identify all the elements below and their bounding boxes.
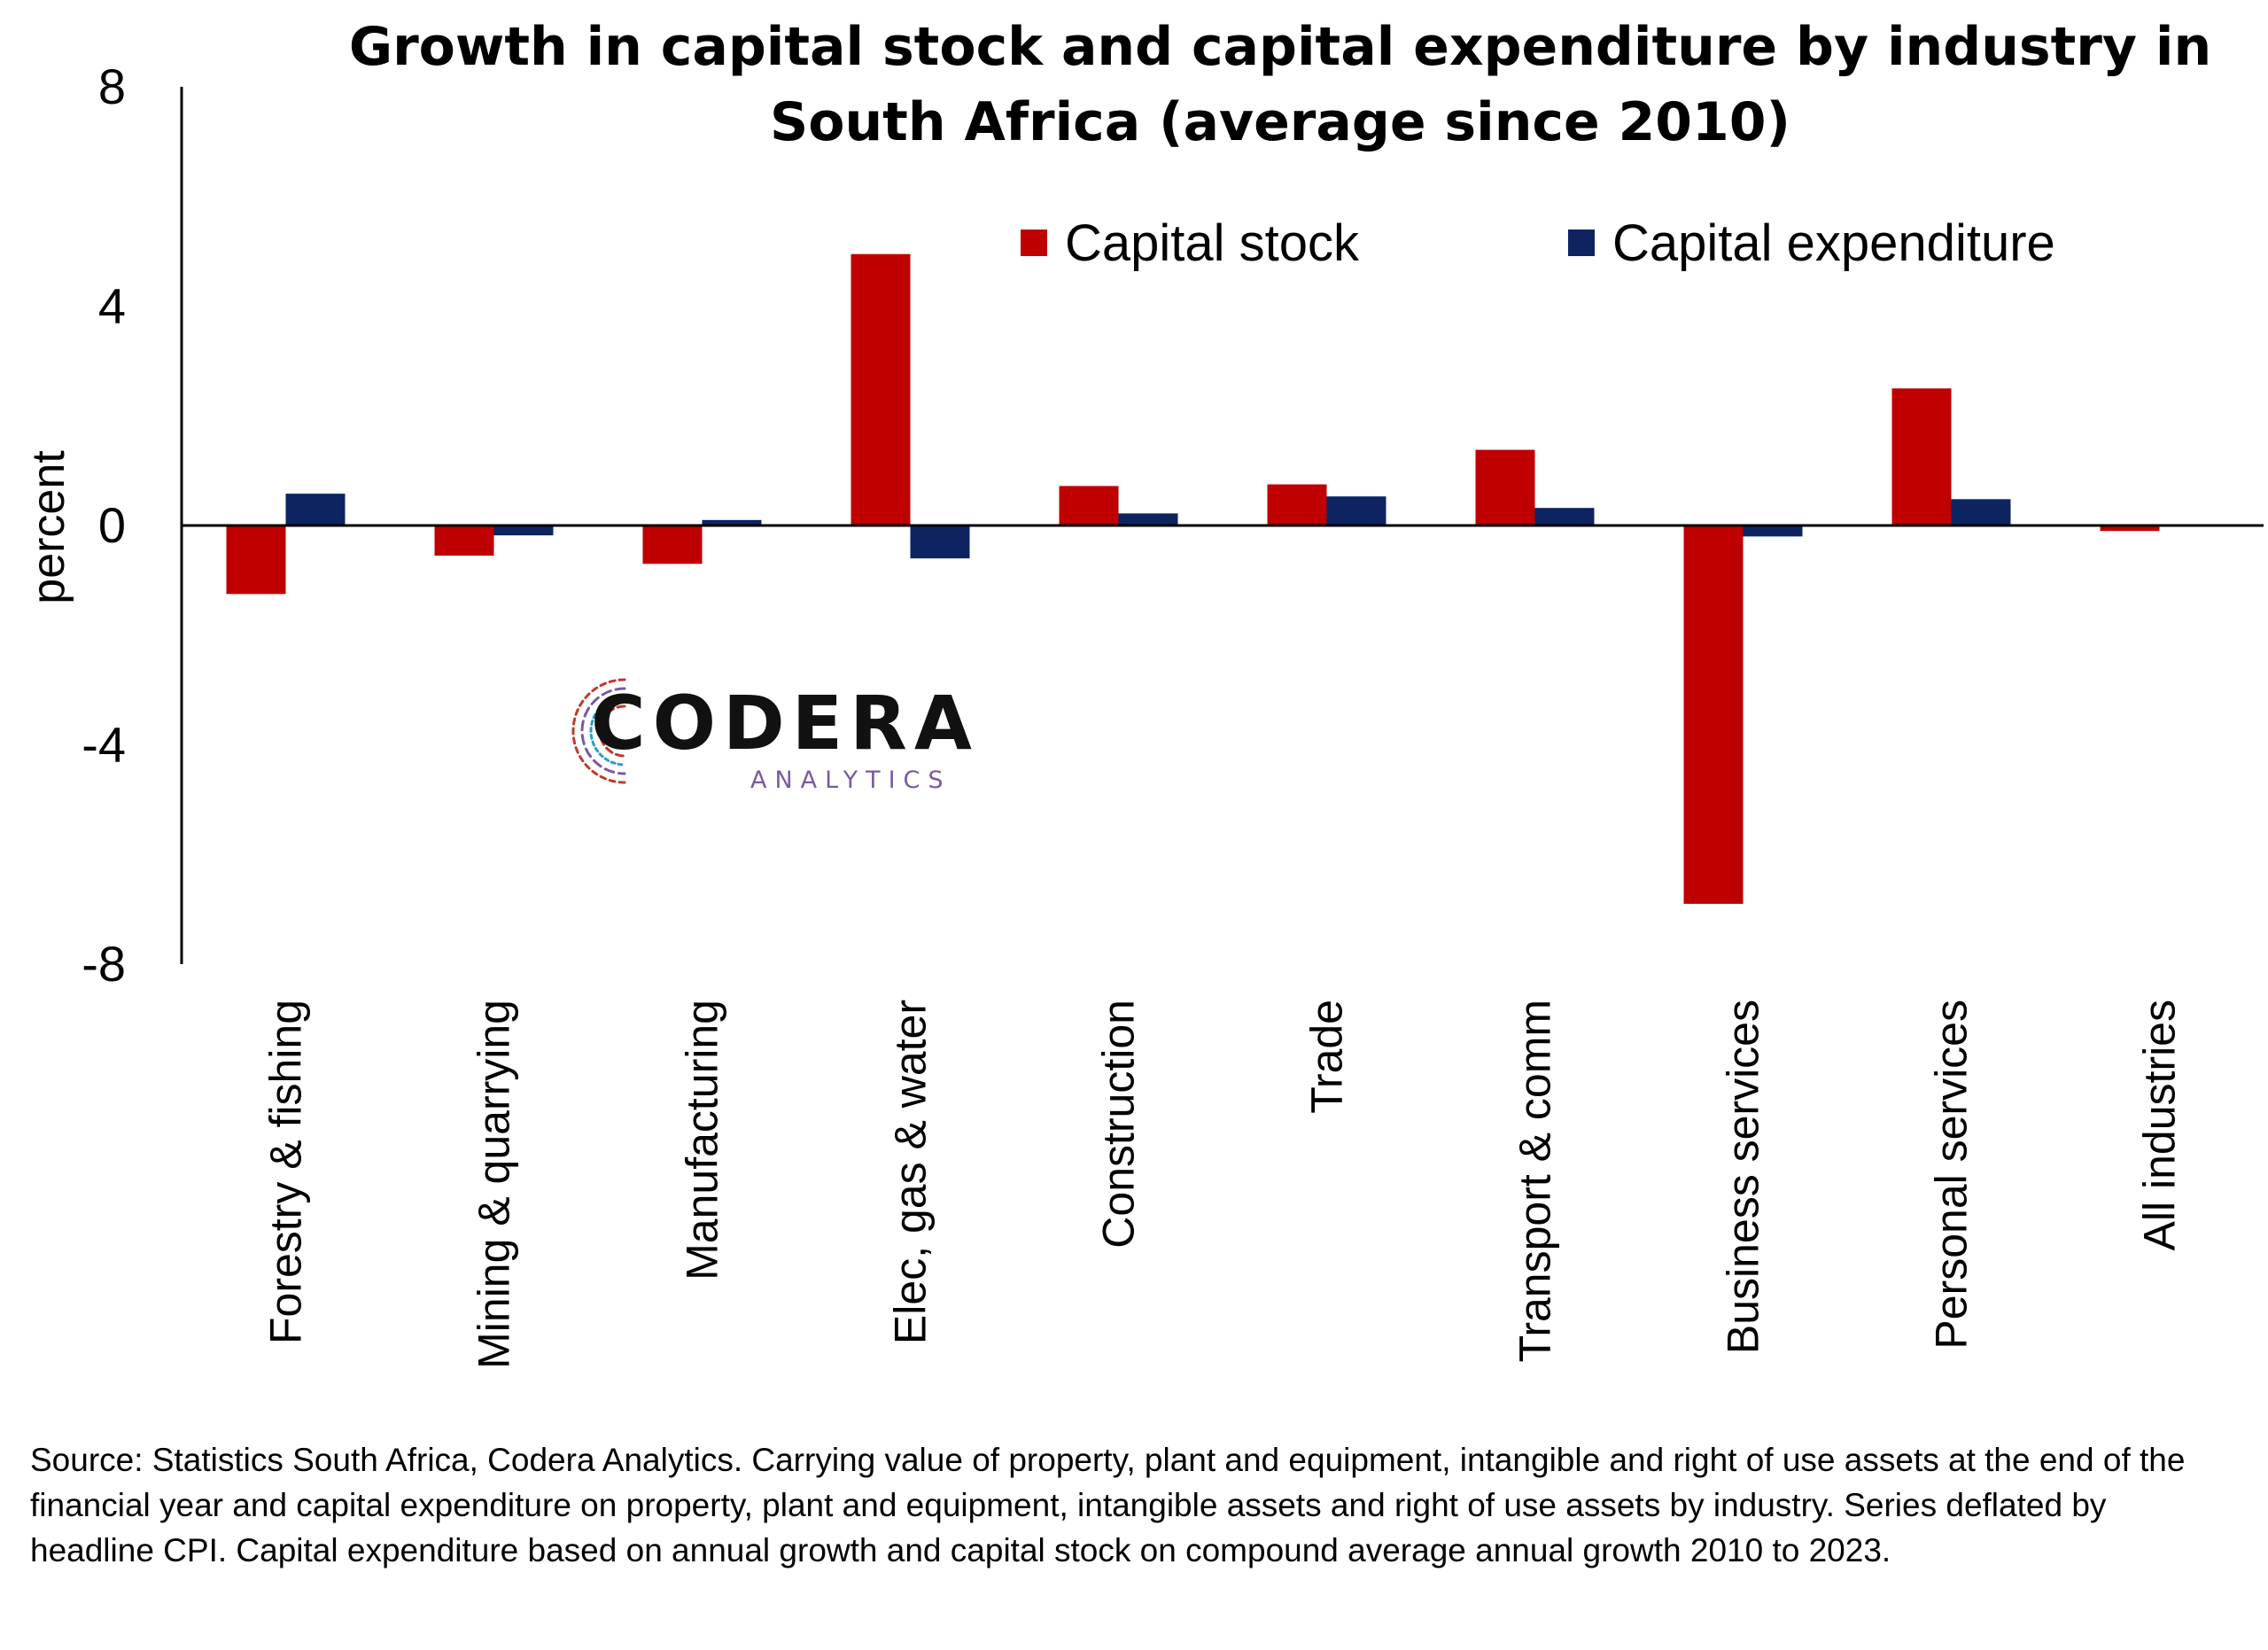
category-label: Trade: [1302, 1000, 1352, 1114]
legend-label: Capital expenditure: [1612, 214, 2055, 272]
chart-title-line-1: Growth in capital stock and capital expe…: [349, 16, 2211, 78]
category-label: Transport & comm: [1511, 1000, 1560, 1362]
bar-capital-expenditure: [1743, 525, 1803, 537]
bar-capital-stock: [1059, 486, 1119, 525]
bar-capital-expenditure: [493, 525, 554, 536]
bars: [226, 253, 2160, 904]
category-label: Manufacturing: [678, 1000, 727, 1280]
category-label: Forestry & fishing: [261, 1000, 311, 1344]
category-label: Business services: [1719, 1000, 1768, 1354]
bar-capital-expenditure: [702, 519, 762, 525]
bar-capital-expenditure: [910, 525, 970, 559]
bar-capital-stock: [642, 525, 703, 564]
codera-logo-mark-icon: [571, 678, 626, 784]
bar-capital-stock: [1891, 388, 1952, 525]
legend-label: Capital stock: [1065, 214, 1360, 272]
source-note: Source: Statistics South Africa, Codera …: [30, 1442, 2186, 1568]
bar-capital-stock: [850, 253, 911, 525]
bar-capital-expenditure: [285, 494, 346, 525]
y-axis-label: percent: [23, 450, 74, 604]
category-label: Mining & quarrying: [470, 1000, 519, 1369]
chart-title-line-2: South Africa (average since 2010): [770, 91, 1790, 153]
legend-swatch: [1021, 230, 1047, 256]
bar-capital-stock: [1683, 525, 1744, 904]
bar-capital-expenditure: [1118, 513, 1178, 525]
y-axis-ticks: 8 4 0 -4 -8: [82, 58, 126, 992]
legend-swatch: [1568, 230, 1595, 256]
y-tick-label: 0: [98, 497, 126, 553]
bar-capital-expenditure: [1951, 499, 2011, 525]
category-label: Construction: [1094, 1000, 1144, 1249]
y-tick-label: 8: [98, 58, 126, 114]
category-labels: Forestry & fishing Mining & quarrying Manu…: [261, 1000, 2185, 1369]
logo-tagline: ANALYTICS: [750, 767, 951, 794]
bar-capital-stock: [1267, 484, 1327, 525]
category-label: All industries: [2135, 1000, 2185, 1250]
category-label: Elec, gas & water: [886, 1000, 936, 1344]
bar-capital-stock: [226, 525, 286, 595]
codera-logo: CODERA ANALYTICS: [554, 660, 997, 802]
y-tick-label: 4: [98, 278, 126, 334]
bar-capital-expenditure: [1534, 508, 1595, 525]
chart-title: Growth in capital stock and capital expe…: [349, 16, 2211, 153]
bar-capital-stock: [1475, 449, 1535, 525]
bar-capital-expenditure: [1326, 496, 1386, 525]
y-tick-label: -4: [82, 717, 126, 773]
category-label: Personal services: [1927, 1000, 1977, 1350]
bar-capital-stock: [2100, 525, 2160, 532]
bar-capital-stock: [434, 525, 494, 556]
logo-wordmark: CODERA: [591, 680, 979, 767]
y-tick-label: -8: [82, 936, 126, 992]
legend: Capital stock Capital expenditure: [1021, 214, 2055, 272]
